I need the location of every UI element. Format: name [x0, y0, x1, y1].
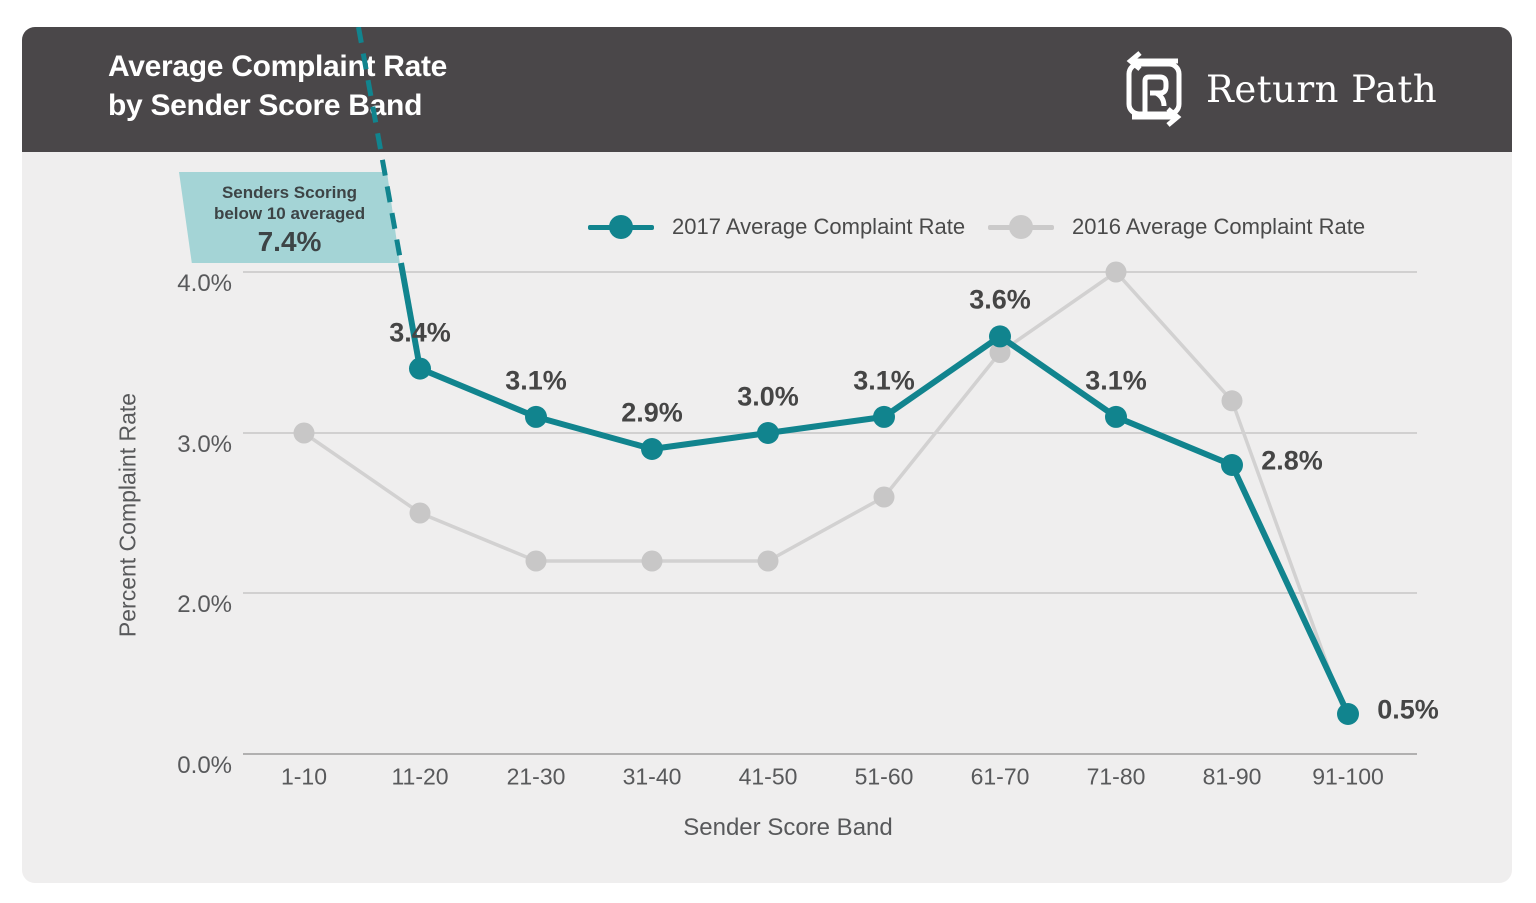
legend-marker-2016: [988, 215, 1054, 239]
y-tick-label: 0.0%: [177, 752, 232, 779]
y-axis-title: Percent Complaint Rate: [114, 392, 141, 638]
annotation-line-1: Senders Scoring: [221, 182, 358, 202]
chart-labels-layer: Percent Complaint Rate Sender Score Band…: [22, 27, 1512, 883]
point-label: 3.1%: [853, 365, 915, 396]
legend-item-2017: 2017 Average Complaint Rate: [588, 213, 965, 241]
point-label: 2.8%: [1261, 445, 1323, 476]
data-point-2017: [1105, 405, 1127, 428]
data-point-2017: [409, 357, 431, 380]
x-tick-label: 71-80: [1086, 763, 1146, 790]
legend-dot-icon: [609, 215, 633, 239]
page-title: Average Complaint Rate by Sender Score B…: [108, 47, 447, 125]
data-point-2017: [873, 405, 895, 428]
x-tick-label: 11-20: [391, 763, 449, 790]
brand-wordmark: Return Path: [1206, 67, 1438, 111]
x-tick-label: 91-100: [1312, 763, 1384, 790]
title-line-2: by Sender Score Band: [108, 89, 423, 122]
title-line-1: Average Complaint Rate: [108, 50, 448, 83]
point-label: 3.1%: [1085, 365, 1147, 396]
return-path-logo-icon: [1126, 51, 1182, 127]
annotation-value: 7.4%: [257, 225, 322, 257]
data-point-2017: [989, 325, 1011, 348]
point-label: 3.0%: [737, 381, 799, 412]
annotation-line-2: below 10 averaged: [213, 203, 366, 223]
x-tick-label: 41-50: [738, 763, 798, 790]
chart-card: Average Complaint Rate by Sender Score B…: [22, 27, 1512, 883]
data-point-2016: [409, 502, 431, 524]
data-point-2017: [641, 438, 663, 460]
legend-label-2017: 2017 Average Complaint Rate: [672, 214, 966, 239]
x-tick-label: 61-70: [970, 763, 1030, 790]
legend-label-2016: 2016 Average Complaint Rate: [1072, 214, 1366, 239]
point-label: 0.5%: [1377, 694, 1439, 725]
y-tick-label: 2.0%: [177, 591, 232, 618]
header-bar: Average Complaint Rate by Sender Score B…: [22, 27, 1512, 152]
return-path-logo: Return Path: [1116, 49, 1437, 129]
x-tick-label: 21-30: [506, 763, 566, 790]
y-tick-label: 3.0%: [177, 431, 232, 458]
x-tick-label: 1-10: [280, 763, 328, 790]
legend-marker-2017: [588, 215, 654, 239]
legend-dot-icon: [1009, 215, 1033, 239]
data-point-2016: [293, 422, 315, 444]
point-label: 3.4%: [389, 317, 451, 348]
x-tick-label: 51-60: [854, 763, 914, 790]
data-point-2016: [641, 550, 663, 572]
x-axis-title: Sender Score Band: [683, 814, 893, 841]
point-label: 3.6%: [969, 284, 1031, 315]
x-tick-label: 81-90: [1202, 763, 1262, 790]
data-point-2017: [525, 405, 547, 428]
complaint-rate-line-chart: [243, 27, 1417, 755]
data-point-2017: [1337, 703, 1359, 725]
annotation-callout: Senders Scoring below 10 averaged 7.4%: [179, 172, 400, 263]
data-point-2017: [757, 422, 779, 444]
data-point-2016: [873, 486, 895, 508]
data-point-2017: [1221, 454, 1243, 476]
data-point-2016: [1221, 390, 1243, 412]
y-tick-label: 4.0%: [177, 270, 232, 297]
x-tick-label: 31-40: [622, 763, 682, 790]
data-point-2016: [989, 342, 1011, 363]
data-point-2016: [757, 550, 779, 572]
data-point-2016: [1105, 261, 1127, 283]
point-label: 2.9%: [621, 397, 683, 428]
data-point-2016: [525, 550, 547, 572]
legend-item-2016: 2016 Average Complaint Rate: [988, 213, 1365, 241]
point-label: 3.1%: [505, 365, 567, 396]
